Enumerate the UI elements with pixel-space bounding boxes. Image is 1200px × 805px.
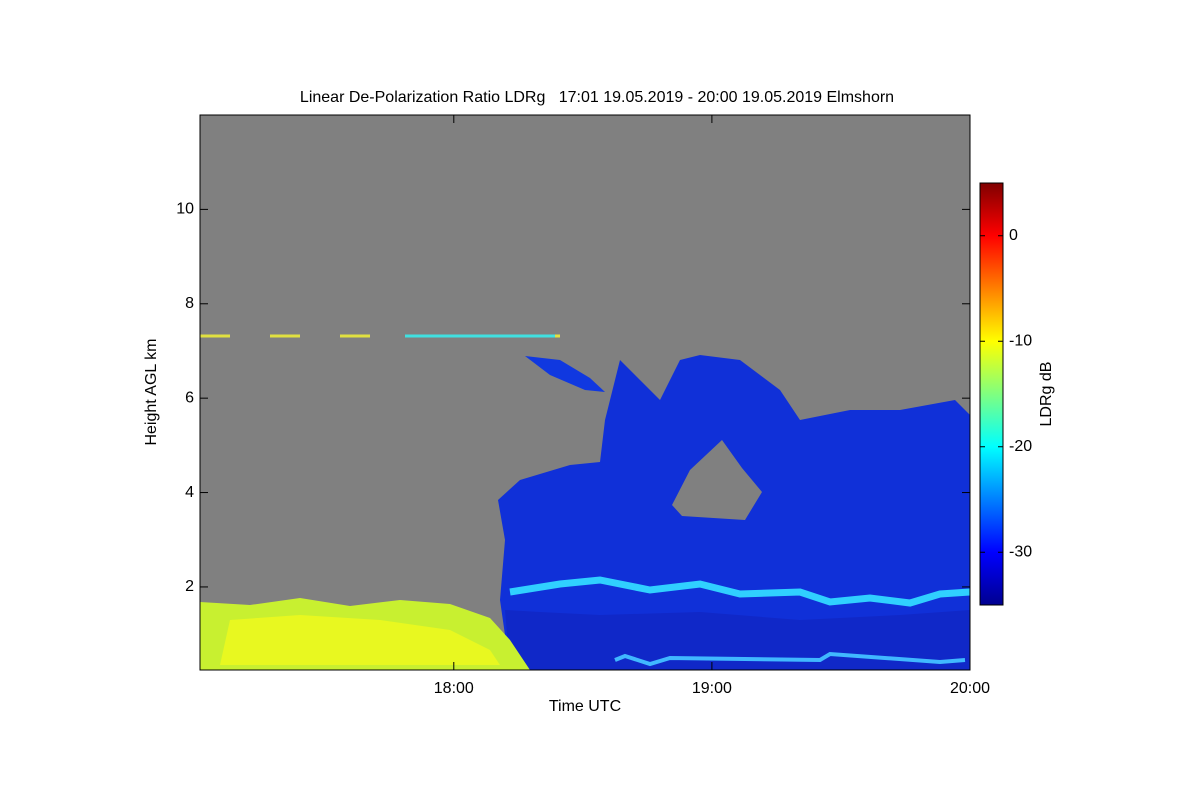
cloud-gap [672, 440, 762, 520]
y-tick-label: 8 [185, 295, 194, 312]
y-tick-label: 10 [176, 201, 194, 218]
x-tick-label: 19:00 [692, 680, 732, 697]
colorbar-tick-label: 0 [1009, 227, 1018, 244]
layer-band [614, 651, 966, 667]
chart-title: Linear De-Polarization Ratio LDRg 17:01 … [300, 89, 894, 106]
colorbar-label: LDRg dB [1038, 362, 1055, 427]
colorbar-tick-label: -30 [1009, 543, 1032, 560]
colorbar-tick-label: -20 [1009, 438, 1032, 455]
y-tick-label: 4 [185, 484, 194, 501]
layer-band [509, 576, 971, 607]
y-tick-label: 2 [185, 578, 194, 595]
y-axis-label: Height AGL km [143, 338, 160, 445]
aerosol-region [220, 615, 500, 665]
x-tick-label: 18:00 [434, 680, 474, 697]
colorbar [979, 182, 1004, 606]
x-axis-label: Time UTC [549, 698, 621, 715]
heatmap [200, 115, 971, 670]
cloud-streak [525, 356, 605, 392]
colorbar-tick-label: -10 [1009, 332, 1032, 349]
plot-frame [199, 114, 971, 671]
x-tick-label: 20:00 [950, 680, 990, 697]
y-tick-label: 6 [185, 389, 194, 406]
